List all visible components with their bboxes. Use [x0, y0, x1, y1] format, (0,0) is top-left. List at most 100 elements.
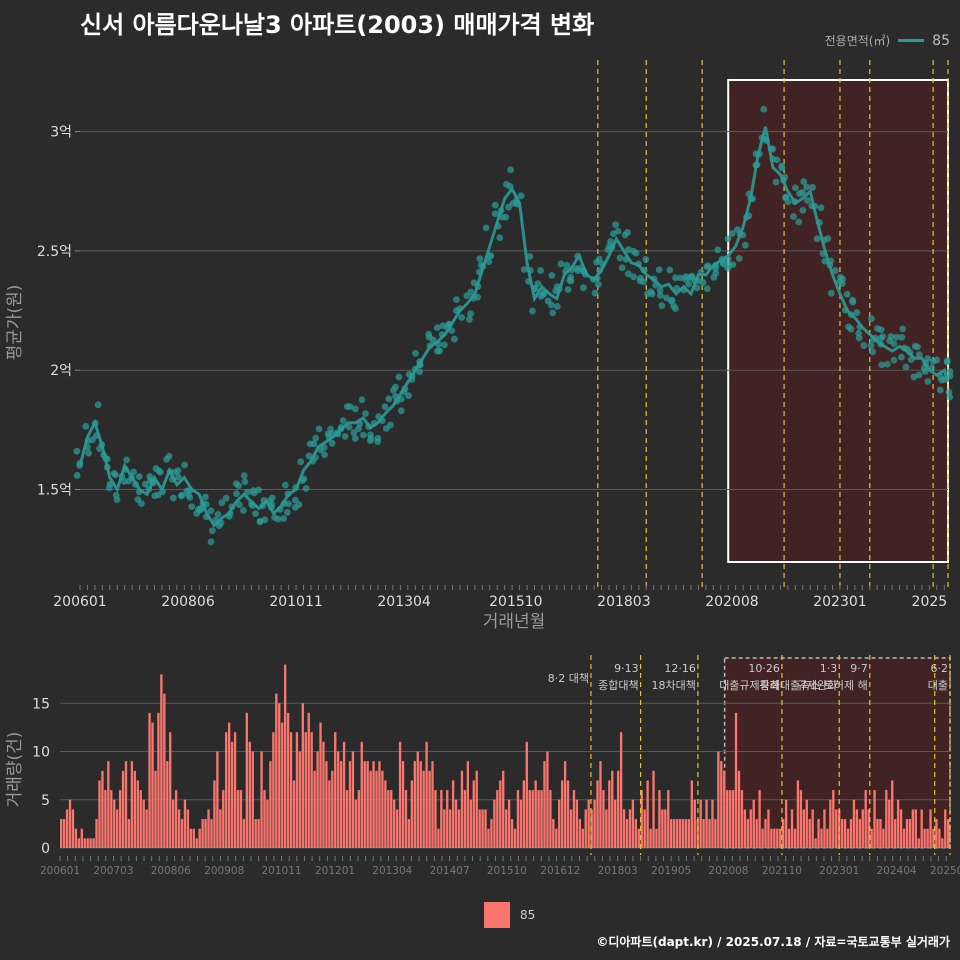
volume-bar: [761, 828, 764, 848]
volume-bar: [867, 809, 870, 848]
price-point: [491, 210, 499, 218]
price-point: [496, 234, 504, 242]
volume-bar: [133, 770, 137, 848]
price-point: [467, 288, 475, 296]
volume-bar: [275, 693, 278, 848]
volume-bar: [667, 790, 670, 848]
volume-bar: [157, 712, 160, 848]
price-point: [548, 271, 556, 279]
volume-bar: [65, 809, 69, 848]
volume-bar: [295, 732, 299, 848]
volume-bar: [808, 819, 811, 848]
volume-bar: [233, 732, 237, 848]
price-point: [813, 235, 821, 243]
price-point: [482, 224, 490, 232]
volume-bar: [174, 790, 178, 848]
policy-label-sub: 특례대출축소 토허제 해: [760, 678, 868, 692]
volume-bar: [86, 838, 89, 848]
policy-label-sub: 대출: [928, 679, 948, 692]
volume-bar: [537, 790, 540, 848]
volume-bar: [888, 799, 891, 848]
volume-bar: [469, 799, 472, 848]
volume-bar: [558, 799, 561, 848]
volume-bar: [398, 741, 402, 848]
volume-bar: [310, 732, 313, 848]
volume-bar: [767, 809, 770, 848]
price-point: [632, 249, 640, 257]
price-point: [782, 194, 789, 202]
price-point: [899, 325, 907, 333]
volume-bar: [493, 799, 496, 848]
legend-bottom-label: 85: [520, 908, 536, 922]
x-axis-title: 거래년월: [483, 612, 546, 632]
price-point: [436, 347, 444, 355]
price-point: [936, 386, 944, 394]
volume-x-label: 200703: [93, 865, 133, 877]
price-point: [111, 471, 119, 479]
price-point: [188, 503, 196, 511]
volume-bar: [407, 819, 411, 848]
price-point: [890, 356, 898, 364]
volume-bar: [113, 799, 116, 848]
x-tick-label: 200806: [161, 594, 215, 610]
price-point: [297, 458, 305, 466]
volume-bar: [186, 809, 190, 848]
volume-bar: [248, 741, 251, 848]
price-point: [656, 286, 664, 294]
volume-tick-label: 10: [32, 745, 50, 761]
volume-bar: [496, 790, 499, 848]
volume-bar: [245, 712, 249, 848]
volume-bar: [71, 809, 75, 848]
price-point: [929, 358, 937, 365]
price-point: [82, 422, 90, 430]
volume-bar: [369, 770, 372, 848]
price-point: [728, 230, 736, 237]
volume-bar: [278, 703, 281, 848]
volume-bar: [855, 809, 859, 848]
price-point: [772, 178, 780, 186]
volume-bar: [891, 780, 894, 848]
volume-bar: [908, 819, 912, 848]
volume-bar: [687, 819, 691, 848]
volume-bar: [410, 780, 414, 848]
volume-bar: [325, 761, 328, 848]
volume-bar: [393, 799, 396, 848]
volume-bar: [814, 838, 817, 848]
volume-bar: [534, 780, 537, 848]
volume-bar: [702, 819, 705, 848]
volume-bar: [811, 809, 814, 848]
price-point: [405, 392, 412, 400]
volume-bar: [749, 809, 752, 848]
volume-bar: [366, 761, 369, 848]
volume-bar: [92, 838, 95, 848]
volume-x-label: 200806: [151, 865, 191, 877]
volume-bar: [543, 761, 546, 848]
volume-bar: [148, 712, 151, 848]
price-point: [804, 197, 811, 204]
volume-bar: [513, 828, 517, 848]
volume-bar: [227, 722, 231, 848]
price-point: [612, 221, 620, 229]
volume-bar: [381, 770, 384, 848]
volume-x-label: 201304: [372, 865, 412, 877]
volume-bar: [351, 751, 355, 848]
volume-bar: [375, 770, 378, 848]
volume-bar: [584, 809, 587, 848]
legend-line-swatch: [898, 39, 925, 42]
price-point: [381, 403, 389, 411]
volume-x-label: 202404: [876, 865, 916, 877]
price-point: [163, 455, 171, 463]
price-point: [387, 421, 394, 429]
footer-credit: ©디아파트(dapt.kr) / 2025.07.18 / 자료=국토교통부 실…: [596, 935, 950, 949]
volume-tick-label: 15: [32, 696, 50, 712]
price-point: [291, 496, 299, 504]
volume-bar: [263, 790, 266, 848]
volume-bar: [331, 770, 334, 848]
volume-bar: [254, 819, 257, 848]
price-point: [624, 270, 632, 278]
volume-bar: [74, 828, 78, 848]
volume-bar: [428, 770, 431, 848]
price-point: [385, 395, 393, 403]
volume-x-label: 201612: [540, 865, 580, 877]
volume-bar: [198, 828, 201, 848]
